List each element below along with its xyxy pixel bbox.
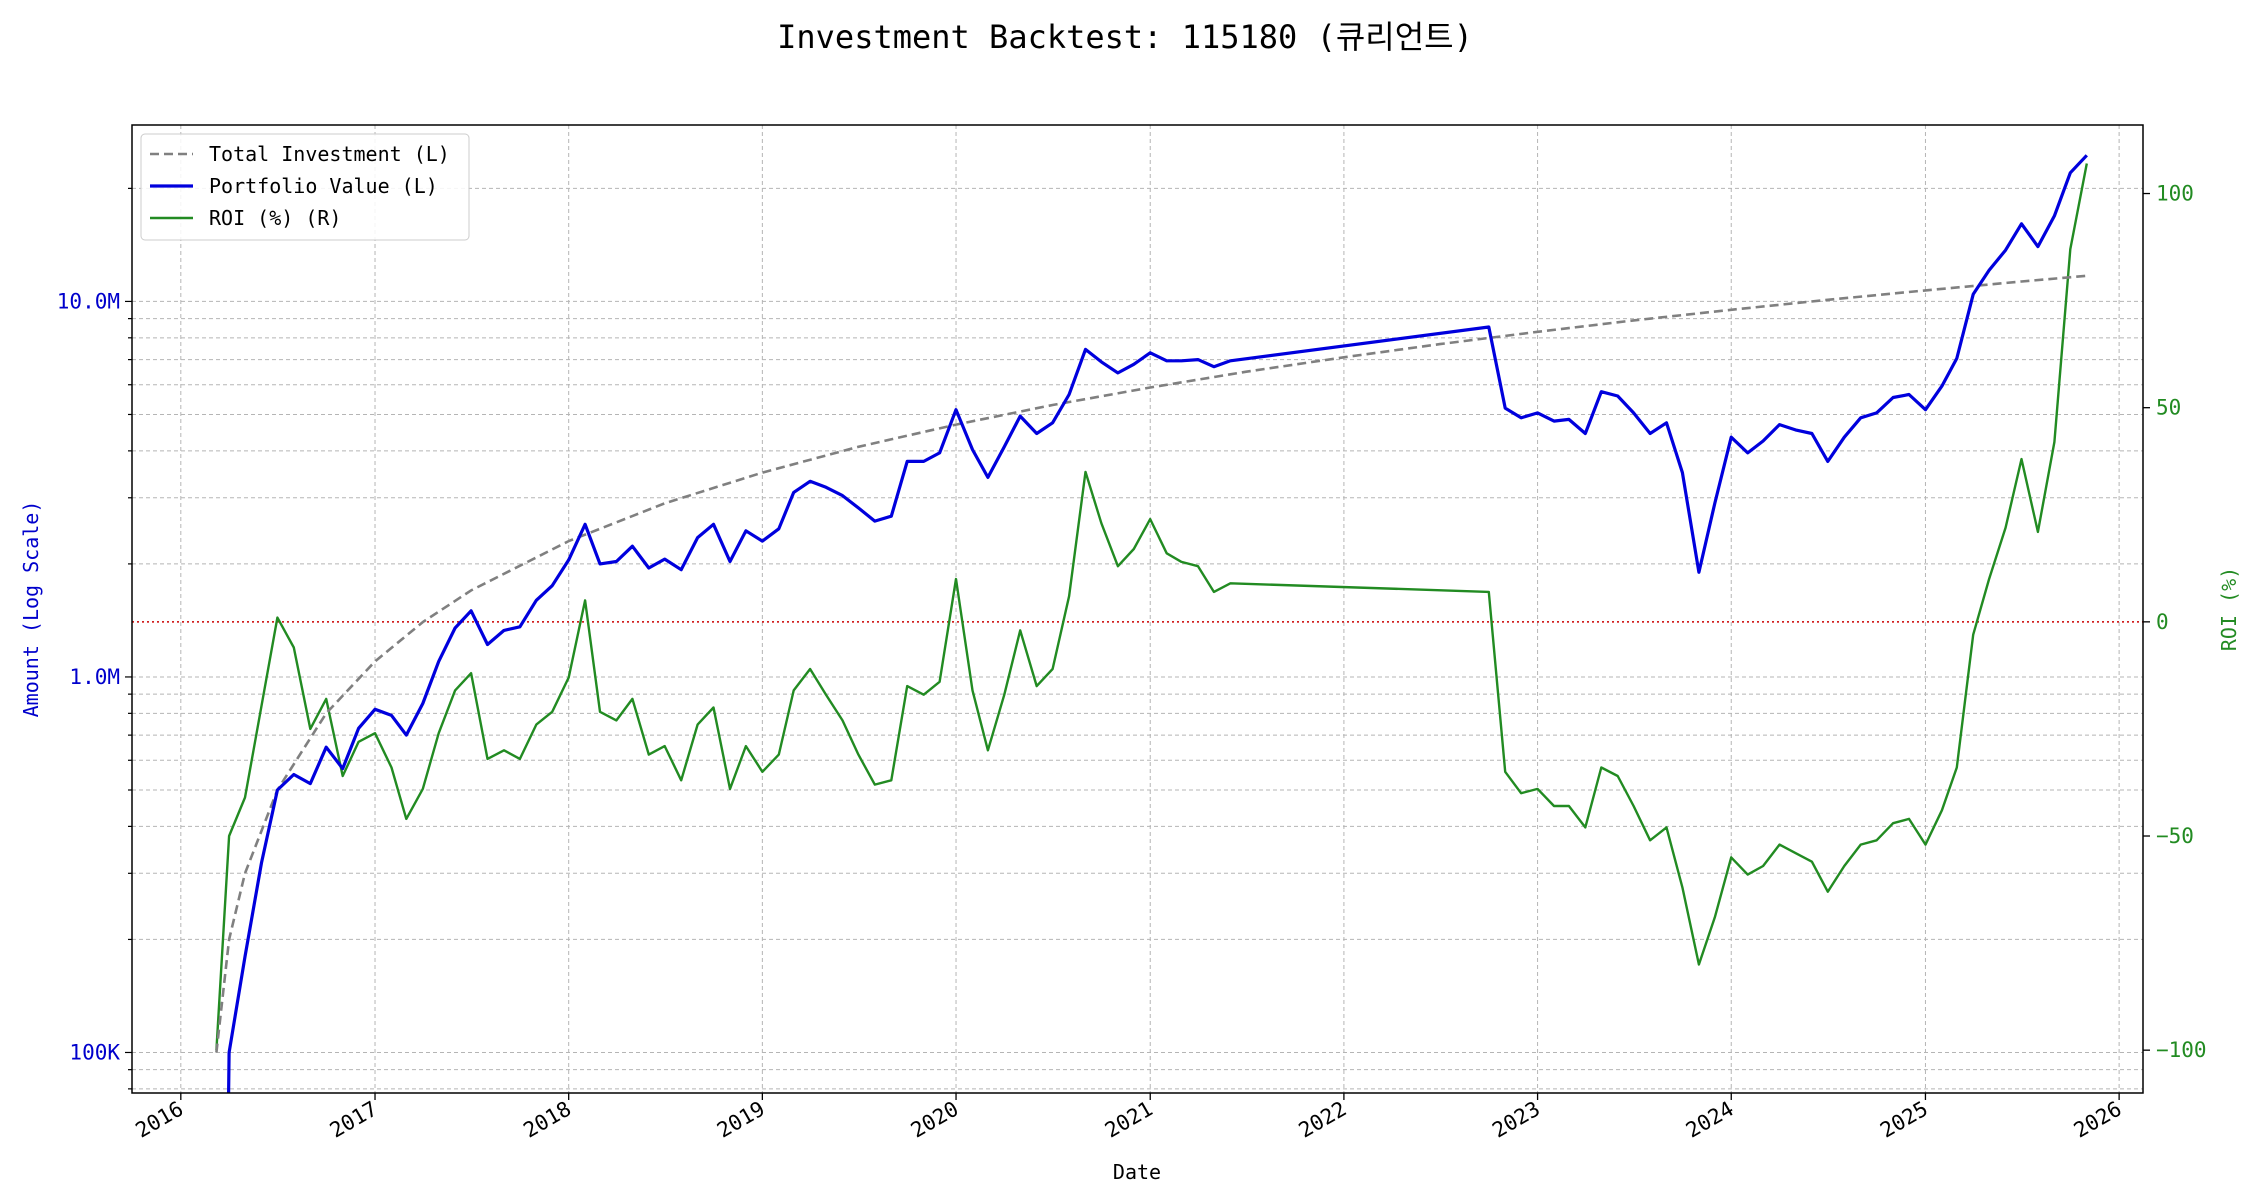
y-left-tick-label-10.0M: 10.0M xyxy=(57,289,120,313)
x-tick-label-2020: 2020 xyxy=(907,1097,963,1143)
y-left-axis-label: Amount (Log Scale) xyxy=(19,501,43,718)
plot-frame xyxy=(131,124,2144,1094)
y-right-tick-label--50: −50 xyxy=(2156,824,2194,848)
y-right-axis-label: ROI (%) xyxy=(2217,567,2241,651)
x-tick-label-2025: 2025 xyxy=(1876,1097,1932,1143)
legend-box xyxy=(140,133,470,241)
legend-label-portfolio-value-l: Portfolio Value (L) xyxy=(209,174,438,198)
x-tick-label-2024: 2024 xyxy=(1682,1097,1738,1143)
x-tick-label-2021: 2021 xyxy=(1101,1097,1157,1143)
x-tick-label-2017: 2017 xyxy=(326,1097,382,1143)
x-tick-label-2018: 2018 xyxy=(519,1097,575,1143)
x-tick-label-2019: 2019 xyxy=(713,1097,769,1143)
grid xyxy=(132,125,2143,1093)
series-line-roi-r xyxy=(215,163,2088,1051)
legend-label-total-investment-l: Total Investment (L) xyxy=(209,142,450,166)
x-axis-ticks: 2016 2017 2018 2019 2020 2021 2022 2023 2024 2025… xyxy=(132,1093,2126,1143)
y-left-axis-ticks: 100K 1.0M 10.0M xyxy=(57,187,132,1090)
y-right-tick-label--100: −100 xyxy=(2156,1038,2207,1062)
y-right-tick-label-0: 0 xyxy=(2156,610,2169,634)
series-line-portfolio-value-l xyxy=(227,154,2088,1093)
series-lines xyxy=(215,154,2088,1093)
y-left-tick-label-100K: 100K xyxy=(69,1040,120,1064)
x-tick-label-2022: 2022 xyxy=(1295,1097,1351,1143)
series-line-total-investment-l xyxy=(215,274,2087,1053)
x-tick-label-2026: 2026 xyxy=(2070,1097,2126,1143)
x-tick-label-2023: 2023 xyxy=(1488,1097,1544,1143)
x-axis-label: Date xyxy=(1113,1160,1161,1184)
chart-title: Investment Backtest: 115180 (큐리언트) xyxy=(777,18,1473,56)
y-right-tick-label-100: 100 xyxy=(2156,182,2194,206)
legend-label-roi-r: ROI (%) (R) xyxy=(209,206,341,230)
x-tick-label-2016: 2016 xyxy=(132,1097,188,1143)
legend: Total Investment (L) Portfolio Value (L) R… xyxy=(140,133,470,241)
y-right-axis-ticks: −100 −50 0 50 100 xyxy=(2143,182,2207,1062)
y-right-tick-label-50: 50 xyxy=(2156,396,2181,420)
y-left-tick-label-1.0M: 1.0M xyxy=(69,665,120,689)
